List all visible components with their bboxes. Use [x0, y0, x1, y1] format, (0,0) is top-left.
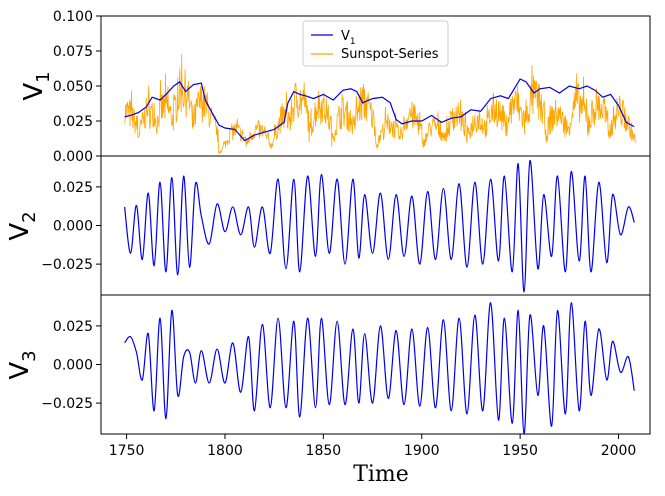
v1-series-line: [124, 78, 635, 142]
v3-y-ticks: 0.025 0.000 −0.025: [41, 319, 101, 412]
legend-v1-label: V1: [341, 29, 356, 47]
v3-series-line: [124, 302, 635, 435]
x-tick-label: 2000: [601, 443, 637, 459]
y-tick-label: 0.100: [53, 9, 93, 25]
x-tick-label: 1800: [207, 443, 243, 459]
y-tick-label: −0.025: [41, 257, 93, 273]
y-tick-label: 0.000: [53, 358, 93, 374]
axes-frames: [100, 15, 651, 435]
v2-plot-area: [124, 160, 635, 293]
legend: V1 Sunspot-Series: [302, 20, 449, 67]
v3-plot-area: [124, 302, 635, 435]
panel-v3: 0.025 0.000 −0.025 V3: [5, 302, 635, 435]
legend-box: [302, 20, 449, 67]
x-axis-label: Time: [353, 462, 409, 487]
panel-v2: 0.025 0.000 −0.025 V2: [5, 160, 635, 293]
y-tick-label: 0.000: [53, 219, 93, 235]
y-tick-label: 0.025: [53, 319, 93, 335]
y-tick-label: 0.025: [53, 180, 93, 196]
v3-ylabel: V3: [5, 350, 40, 379]
x-tick-label: 1900: [404, 443, 440, 459]
legend-sunspot-label: Sunspot-Series: [341, 47, 439, 62]
v1-plot-area: [124, 54, 636, 155]
y-tick-label: 0.000: [53, 149, 93, 165]
v2-y-ticks: 0.025 0.000 −0.025: [41, 180, 101, 273]
x-tick-label: 1750: [109, 443, 145, 459]
v2-series-line: [124, 160, 635, 293]
v2-ylabel: V2: [5, 211, 40, 240]
y-tick-label: 0.025: [53, 114, 93, 130]
panel-frame-3: [100, 294, 651, 435]
y-tick-label: −0.025: [41, 396, 93, 412]
v1-ylabel: V1: [19, 71, 54, 100]
x-axis: 1750 1800 1850 1900 1950 2000: [109, 434, 637, 459]
sunspot-series-line: [124, 54, 636, 155]
panel-v1: 0.000 0.025 0.050 0.075 0.100 V1 V1 Sunspot-…: [19, 9, 636, 165]
y-tick-label: 0.050: [53, 79, 93, 95]
x-tick-label: 1850: [306, 443, 342, 459]
y-tick-label: 0.075: [53, 44, 93, 60]
x-tick-label: 1950: [502, 443, 538, 459]
v1-y-ticks: 0.000 0.025 0.050 0.075 0.100: [53, 9, 101, 165]
